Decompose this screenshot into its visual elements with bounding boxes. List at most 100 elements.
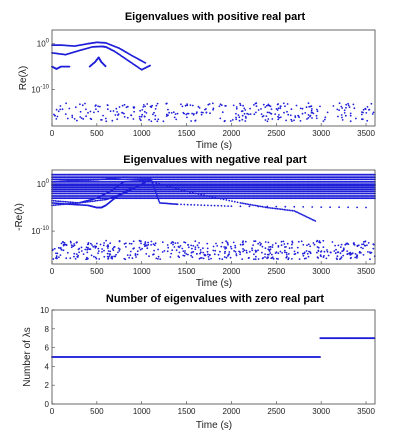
data-point bbox=[241, 110, 244, 112]
data-point bbox=[173, 116, 176, 119]
data-point bbox=[54, 114, 56, 117]
x-tick-label: 3000 bbox=[312, 129, 330, 138]
data-point bbox=[311, 111, 314, 114]
data-point bbox=[126, 116, 129, 119]
data-point bbox=[293, 119, 295, 122]
data-point bbox=[142, 106, 145, 108]
data-point bbox=[133, 106, 136, 109]
data-point bbox=[189, 104, 192, 106]
data-point bbox=[307, 102, 310, 105]
data-point bbox=[186, 104, 189, 107]
data-point bbox=[277, 107, 280, 110]
data-point bbox=[255, 105, 258, 107]
data-point bbox=[198, 107, 201, 109]
data-point bbox=[345, 106, 347, 109]
data-point bbox=[125, 106, 128, 109]
data-point bbox=[82, 118, 85, 120]
data-point bbox=[207, 103, 210, 106]
data-point bbox=[261, 115, 264, 118]
data-point bbox=[245, 117, 247, 119]
data-point bbox=[180, 103, 182, 106]
data-point bbox=[249, 113, 252, 115]
data-point bbox=[176, 112, 179, 115]
data-point bbox=[286, 110, 288, 113]
data-point bbox=[105, 120, 108, 123]
data-point bbox=[204, 108, 206, 111]
data-point bbox=[123, 112, 125, 115]
data-point bbox=[59, 108, 61, 111]
data-point bbox=[154, 114, 157, 117]
data-point bbox=[323, 118, 326, 121]
data-point bbox=[153, 111, 155, 114]
data-point bbox=[268, 111, 270, 114]
y-tick-label: 10-10 bbox=[31, 84, 49, 94]
data-point bbox=[276, 109, 279, 111]
data-point bbox=[243, 112, 246, 115]
data-point bbox=[197, 105, 200, 108]
data-point bbox=[157, 118, 160, 121]
data-point bbox=[341, 116, 343, 119]
data-points bbox=[51, 41, 375, 123]
data-point bbox=[366, 119, 369, 122]
data-point bbox=[301, 112, 304, 115]
data-point bbox=[123, 116, 126, 118]
data-point bbox=[286, 103, 289, 105]
panel-positive-real: Eigenvalues with positive real part 0 500… bbox=[18, 11, 375, 151]
data-point bbox=[266, 111, 269, 114]
data-point bbox=[285, 119, 287, 122]
data-point bbox=[174, 113, 177, 115]
data-point bbox=[277, 115, 279, 118]
data-point bbox=[271, 118, 274, 120]
data-point bbox=[138, 118, 141, 120]
data-point bbox=[139, 109, 142, 112]
data-point bbox=[59, 105, 62, 107]
data-point bbox=[238, 116, 241, 119]
data-point bbox=[144, 62, 147, 64]
data-point bbox=[279, 116, 282, 119]
data-point bbox=[61, 108, 64, 111]
data-point bbox=[260, 108, 262, 110]
data-point bbox=[247, 113, 250, 116]
data-point bbox=[243, 107, 246, 110]
data-point bbox=[112, 110, 115, 112]
data-point bbox=[297, 115, 300, 117]
data-point bbox=[132, 118, 135, 120]
x-tick-label: 0 bbox=[50, 129, 55, 138]
data-point bbox=[289, 114, 292, 117]
data-point bbox=[255, 111, 257, 114]
data-point bbox=[338, 102, 341, 105]
data-point bbox=[100, 119, 102, 121]
data-point bbox=[118, 106, 121, 108]
data-point bbox=[338, 109, 340, 112]
data-point bbox=[187, 112, 190, 115]
x-axis-label: Time (s) bbox=[196, 140, 232, 151]
data-point bbox=[371, 113, 374, 115]
data-point bbox=[194, 120, 197, 122]
data-point bbox=[349, 114, 352, 117]
x-tick-label: 1000 bbox=[133, 129, 151, 138]
data-point bbox=[270, 108, 273, 110]
data-point bbox=[299, 107, 302, 110]
data-point bbox=[282, 102, 285, 105]
data-point bbox=[315, 117, 318, 120]
data-point bbox=[274, 113, 277, 115]
data-point bbox=[316, 110, 319, 113]
data-point bbox=[253, 104, 255, 106]
data-point bbox=[311, 117, 313, 119]
data-point bbox=[352, 103, 355, 106]
data-point bbox=[133, 110, 136, 113]
data-point bbox=[156, 102, 159, 105]
plot-area bbox=[51, 29, 376, 127]
data-point bbox=[121, 111, 123, 114]
data-point bbox=[260, 113, 263, 115]
data-point bbox=[55, 108, 58, 111]
data-point bbox=[170, 112, 173, 114]
data-point bbox=[99, 105, 101, 108]
data-point bbox=[278, 116, 281, 119]
data-point bbox=[181, 105, 184, 108]
data-point bbox=[218, 105, 221, 108]
x-tick-label: 2500 bbox=[267, 129, 285, 138]
data-point bbox=[239, 104, 242, 107]
data-point bbox=[225, 105, 227, 107]
